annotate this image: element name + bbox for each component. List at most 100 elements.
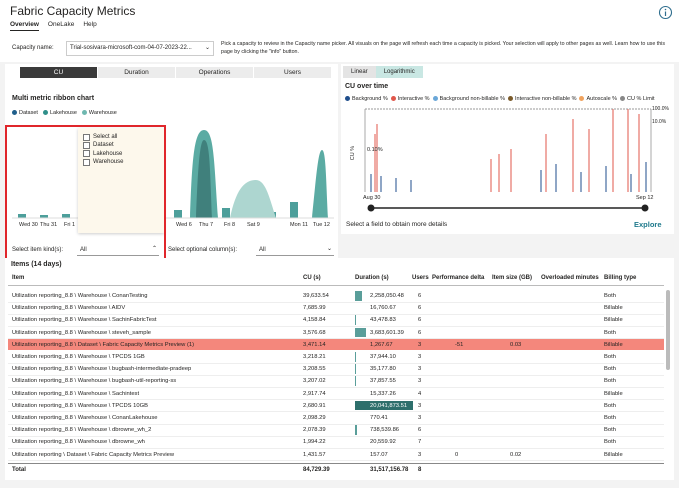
- table-cell: 1,994.22: [303, 439, 326, 446]
- dropdown-chevron: ⌄: [326, 246, 332, 252]
- row-bg: [8, 302, 664, 315]
- kind-option[interactable]: Lakehouse: [83, 150, 123, 158]
- legend-dot: [579, 96, 585, 102]
- kind-option[interactable]: Dataset: [83, 141, 123, 149]
- scrollbar[interactable]: [666, 290, 670, 370]
- optional-dropdown[interactable]: All ⌄: [256, 244, 334, 256]
- row-bg: [8, 314, 664, 328]
- column-header[interactable]: Billing type: [604, 275, 637, 281]
- table-cell[interactable]: Utilization reporting_8.8 \ Warehouse \ …: [12, 317, 157, 324]
- table-cell: Billable: [604, 305, 623, 312]
- explore-button[interactable]: Explore: [634, 220, 662, 229]
- scale-tab[interactable]: Linear: [343, 66, 376, 78]
- row-bg: [8, 290, 664, 303]
- table-cell: 15,337.26: [370, 390, 396, 397]
- optional-value: All: [259, 247, 266, 253]
- table-cell[interactable]: Utilization reporting \ Dataset \ Fabric…: [12, 451, 175, 458]
- legend-item: Background non-billable %: [432, 96, 505, 102]
- table-cell: 4,158.84: [303, 317, 326, 324]
- page-tab[interactable]: Overview: [10, 21, 39, 31]
- table-cell: 20,041,873.51: [370, 402, 408, 409]
- cu-bars: [370, 162, 647, 192]
- table-cell: Billable: [604, 451, 623, 458]
- table-cell: 6: [418, 293, 422, 299]
- legend-item: Interactive %: [390, 96, 430, 102]
- ribbon-title: Multi metric ribbon chart: [12, 95, 95, 102]
- table-cell: 7: [418, 439, 422, 446]
- table-cell[interactable]: Utilization reporting_8.8 \ Warehouse \ …: [12, 390, 140, 397]
- table-cell: 3: [418, 366, 422, 373]
- cu-title: CU over time: [345, 83, 389, 90]
- ribbon-legend: Dataset Lakehouse Warehouse: [12, 110, 117, 116]
- capacity-dropdown[interactable]: Trial-sosivara-microsoft-com-04-07-2023-…: [66, 41, 214, 56]
- total-cell: 31,517,156.78: [370, 466, 409, 473]
- slider-handle[interactable]: [641, 204, 649, 212]
- table-cell[interactable]: Utilization reporting_8.8 \ Warehouse \ …: [12, 378, 177, 385]
- legend-item: Warehouse: [81, 110, 117, 116]
- table-cell[interactable]: Utilization reporting_8.8 \ Warehouse \ …: [12, 402, 148, 409]
- column-header[interactable]: Item: [12, 275, 25, 281]
- table-cell: -51: [455, 341, 464, 348]
- legend-dot: [42, 110, 48, 116]
- slider-handle[interactable]: [367, 204, 375, 212]
- page-tab[interactable]: Help: [83, 21, 97, 28]
- table-cell[interactable]: Utilization reporting_8.8 \ Warehouse \ …: [12, 329, 151, 336]
- column-header[interactable]: Duration (s): [355, 275, 389, 281]
- metric-button[interactable]: CU: [20, 67, 97, 78]
- legend-label: Interactive non-billable %: [515, 96, 577, 102]
- scale-tab[interactable]: Logarithmic: [375, 66, 423, 78]
- table-title: Items (14 days): [11, 261, 62, 268]
- option-label: Warehouse: [93, 158, 124, 165]
- checkbox: [83, 133, 90, 141]
- kind-option[interactable]: Warehouse: [83, 158, 123, 166]
- metric-button[interactable]: Operations: [176, 67, 253, 78]
- table-cell: 0: [455, 451, 459, 458]
- legend-label: Autoscale %: [586, 96, 618, 102]
- help-text: Pick a capacity to review in the Capacit…: [221, 41, 665, 55]
- table-cell: 3: [418, 378, 422, 385]
- table-cell[interactable]: Utilization reporting_8.8 \ Dataset \ Fa…: [12, 341, 195, 348]
- table-cell: 35,177.80: [370, 366, 396, 373]
- column-header[interactable]: CU (s): [303, 275, 321, 281]
- legend-label: Warehouse: [88, 110, 117, 116]
- cu-chart: [364, 108, 652, 212]
- table-cell[interactable]: Utilization reporting_8.8 \ Warehouse \ …: [12, 354, 145, 360]
- table-cell[interactable]: Utilization reporting_8.8 \ Warehouse \ …: [12, 427, 152, 434]
- table-cell[interactable]: Utilization reporting_8.8 \ Warehouse \ …: [12, 439, 145, 446]
- metric-button[interactable]: Users: [254, 67, 331, 78]
- option-label: Select all: [93, 134, 118, 140]
- x-tick-label: Thu 31: [40, 222, 58, 228]
- table-cell: 2,680.91: [303, 402, 326, 409]
- table-cell: Billable: [604, 317, 623, 324]
- kind-label: Select item kind(s):: [12, 247, 64, 253]
- x-tick-label: Thu 7: [199, 222, 214, 228]
- metric-button[interactable]: Duration: [98, 67, 175, 78]
- cu-right-tick: 10.0%: [652, 119, 667, 125]
- info-icon[interactable]: [658, 5, 673, 20]
- table-cell: 3,683,601.39: [370, 329, 404, 336]
- column-header[interactable]: Users: [412, 275, 429, 281]
- legend-item: Background %: [345, 96, 388, 102]
- table-cell[interactable]: Utilization reporting_8.8 \ Warehouse \ …: [12, 305, 126, 312]
- table-cell: 37,944.10: [370, 354, 396, 360]
- kind-dropdown[interactable]: All ⌃: [77, 244, 159, 256]
- page-tab[interactable]: OneLake: [47, 21, 75, 28]
- option-label: Lakehouse: [93, 150, 123, 157]
- table-cell[interactable]: Utilization reporting_8.8 \ Warehouse \ …: [12, 415, 158, 421]
- legend-dot: [620, 96, 626, 102]
- cu-left-tick: 0.10%: [367, 147, 383, 153]
- column-header[interactable]: Performance delta: [432, 275, 485, 281]
- row-bg: [8, 436, 664, 450]
- legend-item: Dataset: [12, 110, 38, 116]
- cu-legend: Background % Interactive % Background non-…: [345, 96, 670, 102]
- table-cell[interactable]: Utilization reporting_8.8 \ Warehouse \ …: [12, 293, 148, 299]
- column-header[interactable]: Overloaded minutes: [541, 275, 599, 281]
- table-cell: 770.41: [370, 415, 388, 421]
- kind-option[interactable]: Select all: [83, 133, 123, 141]
- table-cell: Billable: [604, 341, 623, 348]
- table-cell[interactable]: Utilization reporting_8.8 \ Warehouse \ …: [12, 366, 192, 373]
- total-cell: 8: [418, 466, 422, 473]
- capacity-label: Capacity name:: [12, 45, 54, 51]
- column-header[interactable]: Item size (GB): [492, 275, 533, 281]
- table-cell: 3,471.14: [303, 341, 326, 348]
